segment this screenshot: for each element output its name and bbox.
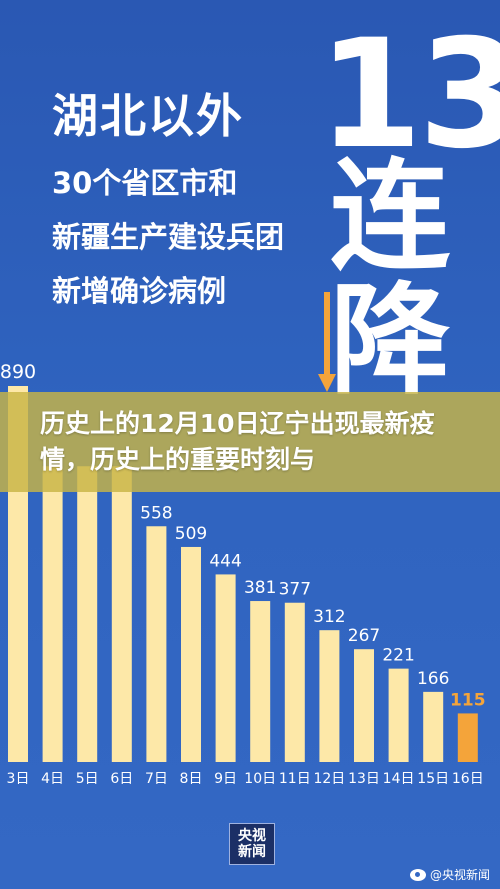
category-label-3日: 3日 [7, 771, 30, 787]
category-label-9日: 9日 [214, 771, 237, 787]
bar-4日 [42, 466, 63, 762]
category-label-8日: 8日 [180, 771, 203, 787]
category-label-15日: 15日 [417, 771, 449, 787]
value-label-10日: 381 [244, 578, 276, 598]
callout-number: 13 [318, 8, 500, 182]
bar-7日 [146, 526, 167, 762]
value-label-7日: 558 [140, 503, 172, 523]
watermark-text: @央视新闻 [429, 868, 490, 882]
category-label-11日: 11日 [279, 771, 311, 787]
category-label-12日: 12日 [313, 771, 345, 787]
headline-block: 湖北以外 30个省区市和 新疆生产建设兵团 新增确诊病例 [52, 80, 292, 322]
bar-10日 [250, 601, 271, 762]
bar-11日 [284, 602, 305, 762]
category-label-10日: 10日 [244, 771, 276, 787]
value-label-8日: 509 [175, 524, 207, 544]
category-label-7日: 7日 [145, 771, 168, 787]
value-label-11日: 377 [279, 580, 311, 600]
article-title-overlay[interactable]: 历史上的12月10日辽宁出现最新疫情，历史上的重要时刻与 [0, 392, 500, 492]
value-label-13日: 267 [348, 626, 380, 646]
bar-13日 [354, 649, 374, 762]
logo-line-2: 新闻 [238, 844, 266, 860]
category-label-4日: 4日 [41, 771, 64, 787]
callout-char-1: 连 [330, 148, 450, 287]
category-label-13日: 13日 [348, 771, 380, 787]
category-label-16日: 16日 [452, 771, 484, 787]
value-label-16日: 115 [450, 690, 486, 710]
bar-14日 [388, 668, 409, 762]
value-label-15日: 166 [417, 669, 449, 689]
callout-char-2: 降 [330, 272, 450, 411]
bar-8日 [181, 546, 201, 762]
watermark: @央视新闻 [409, 866, 490, 883]
category-label-6日: 6日 [110, 771, 133, 787]
bar-16日 [457, 713, 478, 762]
article-title[interactable]: 历史上的12月10日辽宁出现最新疫情，历史上的重要时刻与 [40, 409, 435, 474]
bar-5日 [77, 466, 98, 762]
headline-line-4: 新增确诊病例 [52, 274, 227, 308]
value-label-9日: 444 [209, 551, 241, 571]
headline-line-3: 新疆生产建设兵团 [52, 220, 285, 254]
bar-9日 [215, 574, 236, 762]
category-label-5日: 5日 [76, 771, 99, 787]
value-label-12日: 312 [313, 607, 345, 627]
logo-line-1: 央视 [238, 828, 266, 844]
weibo-icon [409, 868, 426, 881]
bar-15日 [423, 691, 444, 762]
headline-line-2: 30个省区市和 [52, 166, 238, 200]
headline-line-1: 湖北以外 [52, 89, 244, 143]
down-arrow-icon [318, 292, 336, 392]
value-label-14日: 221 [382, 646, 414, 666]
bar-6日 [111, 466, 132, 762]
cctv-news-logo: 央视 新闻 [229, 823, 275, 865]
value-label-3日: 890 [0, 361, 36, 383]
category-label-14日: 14日 [383, 771, 415, 787]
bar-12日 [319, 630, 340, 762]
